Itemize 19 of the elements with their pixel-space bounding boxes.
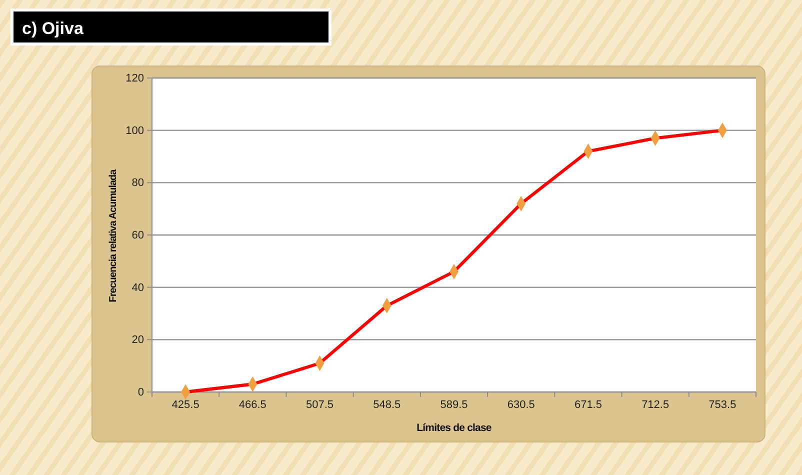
- y-tick-label: 80: [132, 177, 144, 190]
- x-tick-label: 630.5: [507, 399, 535, 412]
- x-tick-label: 589.5: [440, 399, 468, 412]
- y-tick-label: 60: [132, 230, 144, 242]
- x-tick-label: 466.5: [238, 399, 266, 412]
- y-tick-label: 40: [132, 282, 144, 294]
- y-tick-label: 100: [126, 124, 144, 137]
- x-tick-label: 507.5: [306, 399, 334, 412]
- y-tick-label: 120: [126, 72, 144, 85]
- y-tick-label: 0: [138, 386, 144, 399]
- x-tick-label: 712.5: [642, 399, 670, 412]
- chart-title: c) Ojiva: [22, 19, 84, 38]
- y-tick-label: 20: [132, 334, 144, 346]
- x-tick-label: 548.5: [373, 399, 401, 412]
- x-tick-label: 753.5: [708, 399, 736, 412]
- x-axis-title: Límites de clase: [416, 422, 492, 434]
- x-tick-label: 671.5: [574, 399, 602, 412]
- x-tick-label: 425.5: [172, 399, 200, 412]
- y-axis-title: Frecuencia relativa Acumulada: [108, 168, 119, 302]
